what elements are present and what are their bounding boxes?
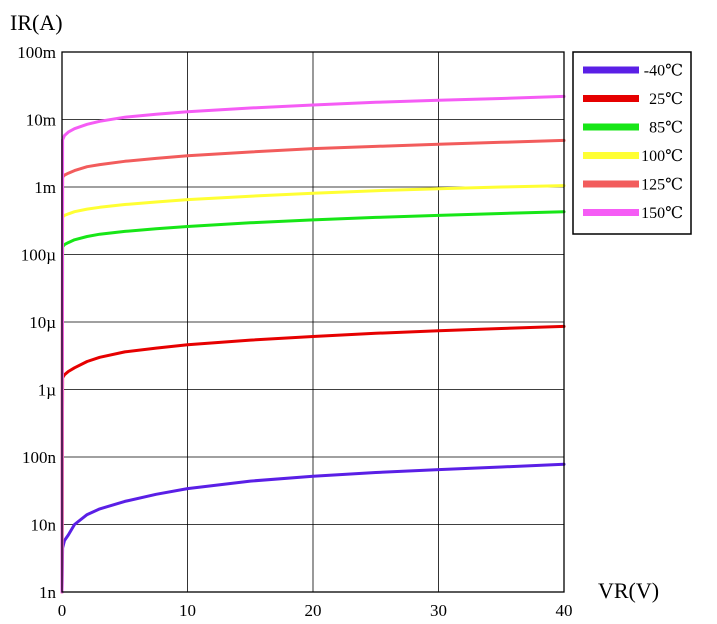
x-tick-label: 10 xyxy=(179,601,196,620)
y-tick-label: 100m xyxy=(17,43,56,62)
legend-label: -40℃ xyxy=(644,63,683,80)
legend-label: 125℃ xyxy=(641,177,683,194)
y-tick-label: 1n xyxy=(39,583,57,602)
legend-label: 25℃ xyxy=(649,91,683,108)
legend-label: 100℃ xyxy=(641,148,683,165)
y-axis-title: IR(A) xyxy=(10,10,63,35)
series-lines xyxy=(60,94,566,594)
legend-label: 85℃ xyxy=(649,120,683,137)
y-tick-label: 1µ xyxy=(38,381,57,400)
y-tick-label: 10m xyxy=(26,111,56,130)
series-line xyxy=(60,138,566,594)
x-tick-label: 20 xyxy=(305,601,322,620)
legend-label: 150℃ xyxy=(641,205,683,222)
y-tick-label: 10µ xyxy=(29,313,56,332)
series-line xyxy=(60,462,566,594)
x-tick-label: 40 xyxy=(556,601,573,620)
plot-frame xyxy=(61,51,565,593)
grid xyxy=(61,51,565,593)
legend-items: -40℃ 25℃ 85℃ 100℃ 125℃ 150℃ xyxy=(583,63,683,222)
series-line xyxy=(60,210,566,594)
y-tick-label: 100µ xyxy=(21,246,57,265)
legend: -40℃ 25℃ 85℃ 100℃ 125℃ 150℃ xyxy=(572,51,692,235)
y-tick-label: 100n xyxy=(22,448,57,467)
x-tick-label: 0 xyxy=(58,601,67,620)
series-line xyxy=(60,94,566,594)
x-tick-label: 30 xyxy=(430,601,447,620)
y-tick-label: 10n xyxy=(31,516,57,535)
y-tick-labels: 1n 10n 100n 1µ 10µ 100µ 1m 10m 100m xyxy=(17,43,56,602)
x-tick-labels: 0 10 20 30 40 xyxy=(58,601,573,620)
series-line xyxy=(60,184,566,594)
x-axis-title: VR(V) xyxy=(598,578,659,603)
y-tick-label: 1m xyxy=(34,178,56,197)
legend-box xyxy=(572,51,692,235)
series-line xyxy=(60,324,566,594)
